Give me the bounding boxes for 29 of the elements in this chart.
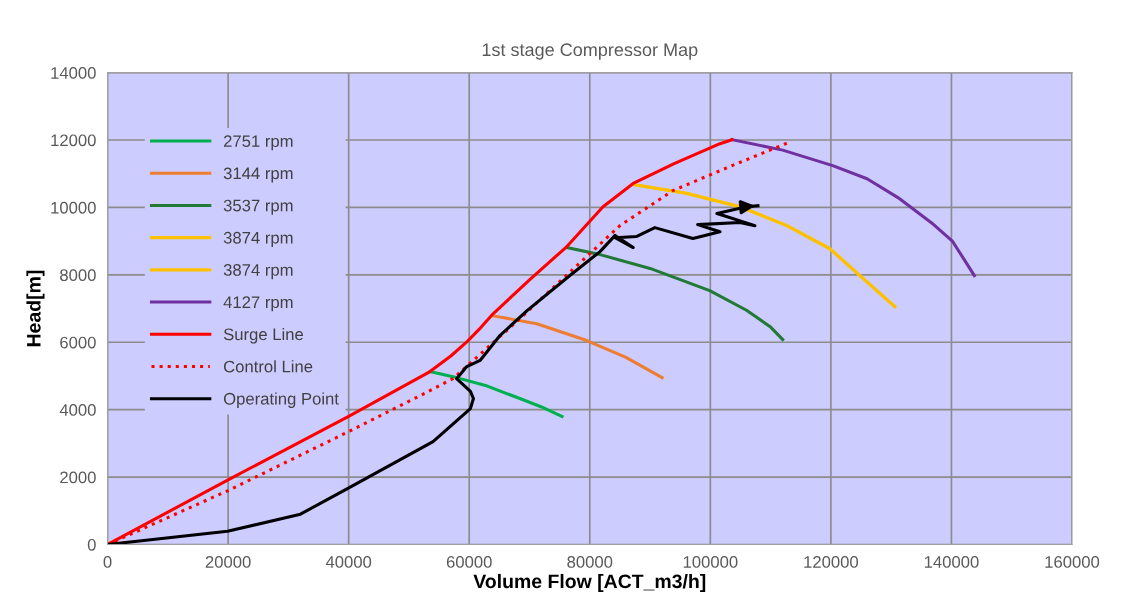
y-tick-label: 10000 (51, 201, 96, 214)
x-tick-label: 100000 (683, 556, 738, 568)
y-tick-label: 2000 (60, 471, 96, 484)
x-tick-label: 0 (103, 556, 112, 568)
y-tick-label: 0 (87, 538, 96, 551)
legend-label: 3537 rpm (223, 199, 293, 215)
y-tick-label: 4000 (59, 404, 96, 416)
y-tick-label: 8000 (60, 269, 96, 282)
legend-label: 4127 rpm (223, 296, 293, 312)
legend-label: Surge Line (223, 328, 304, 344)
x-tick-label: 140000 (924, 556, 979, 568)
x-tick-label: 160000 (1045, 556, 1100, 568)
x-tick-label: 120000 (804, 556, 859, 568)
legend-label: Operating Point (223, 392, 339, 408)
x-axis-title: Volume Flow [ACT_m3/h] (473, 573, 706, 593)
x-tick-label: 60000 (446, 556, 492, 568)
y-tick-label: 6000 (60, 336, 96, 349)
x-tick-label: 20000 (205, 556, 251, 568)
legend-label: Control Line (223, 360, 313, 373)
x-tick-label: 40000 (325, 556, 372, 568)
y-tick-label: 12000 (51, 134, 96, 147)
y-tick-label: 14000 (51, 67, 96, 79)
legend-label: 3874 rpm (223, 264, 293, 280)
legend-label: 3144 rpm (223, 167, 293, 183)
x-tick-label: 80000 (567, 556, 613, 568)
y-axis-title: Head[m] (26, 270, 45, 347)
legend-label: 2751 rpm (223, 135, 293, 151)
legend-label: 3874 rpm (223, 231, 293, 247)
chart-title: 1st stage Compressor Map (482, 43, 698, 60)
